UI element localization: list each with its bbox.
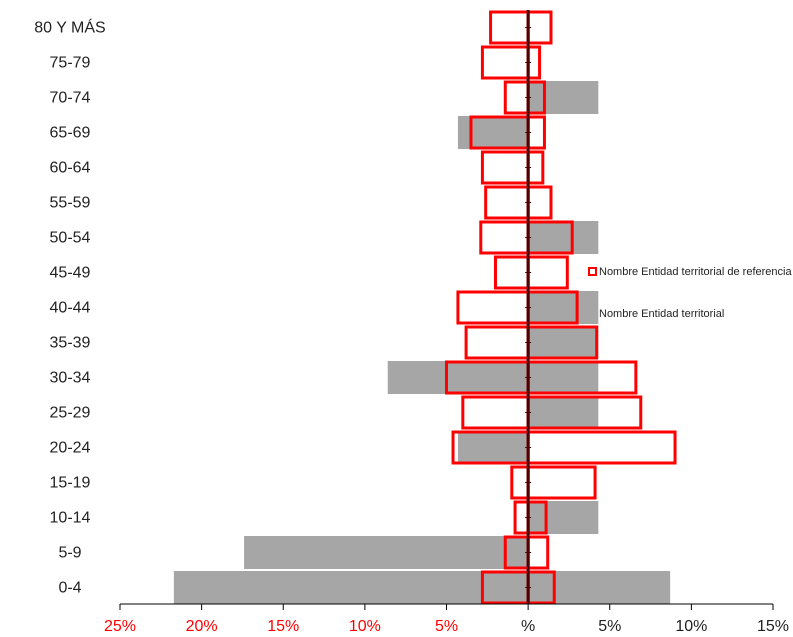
x-tick-label-2: 15% [267, 618, 299, 635]
outline-bar-left-25-29 [461, 395, 530, 430]
filled-bar-left-5-9 [244, 536, 529, 569]
x-tick-label-5: % [521, 618, 535, 635]
x-tick-label-1: 20% [186, 618, 218, 635]
y-label-0-4: 0-4 [58, 580, 81, 597]
filled-bar-right-40-44 [528, 291, 599, 324]
y-label-55-59: 55-59 [50, 195, 91, 212]
y-label-40-44: 40-44 [50, 300, 91, 317]
outline-bar-left-50-54 [479, 220, 530, 255]
filled-bar-right-30-34 [528, 361, 599, 394]
y-label-50-54: 50-54 [50, 230, 91, 247]
outline-bar-left-40-44 [456, 290, 530, 325]
filled-bar-right-25-29 [528, 396, 599, 429]
y-label-60-64: 60-64 [50, 160, 91, 177]
outline-bar-left-45-49 [493, 255, 530, 290]
outline-bar-left-75-79 [480, 45, 530, 80]
legend-label-territorial: Nombre Entidad territorial [599, 308, 724, 320]
y-label-25-29: 25-29 [50, 405, 91, 422]
x-tick-label-6: 5% [598, 618, 621, 635]
x-tick-label-4: 5% [435, 618, 458, 635]
outline-bar-right-55-59 [526, 185, 553, 220]
y-label-20-24: 20-24 [50, 440, 91, 457]
outline-bar-right-20-24 [526, 430, 677, 465]
y-label-80-y-m-s: 80 Y MÁS [34, 18, 105, 37]
filled-bar-right-35-39 [528, 326, 599, 359]
outline-bar-right-45-49 [526, 255, 569, 290]
filled-bar-left-30-34 [387, 361, 529, 394]
y-label-75-79: 75-79 [50, 55, 91, 72]
outline-bar-right-15-19 [526, 465, 597, 500]
filled-bar-left-20-24 [457, 431, 529, 464]
y-label-30-34: 30-34 [50, 370, 91, 387]
y-label-15-19: 15-19 [50, 475, 91, 492]
filled-bar-right-70-74 [528, 81, 599, 114]
outline-bar-left-55-59 [484, 185, 530, 220]
legend-label-reference: Nombre Entidad territorial de referencia [599, 266, 792, 278]
legend-marker-territorial [589, 310, 596, 317]
x-tick-label-0: 25% [104, 618, 136, 635]
y-label-70-74: 70-74 [50, 90, 91, 107]
y-label-35-39: 35-39 [50, 335, 91, 352]
filled-bar-right-0-4 [528, 571, 671, 604]
filled-bar-left-65-69 [457, 116, 529, 149]
outline-bar-left-80-y-m-s [489, 10, 530, 45]
outline-bar-left-70-74 [503, 80, 530, 115]
y-label-5-9: 5-9 [58, 545, 81, 562]
outline-bar-left-60-64 [480, 150, 530, 185]
legend: Nombre Entidad territorial de referencia… [588, 266, 792, 320]
outline-bar-left-35-39 [464, 325, 530, 360]
outline-bar-right-80-y-m-s [526, 10, 553, 45]
y-label-10-14: 10-14 [50, 510, 91, 527]
filled-bar-right-10-14 [528, 501, 599, 534]
y-label-45-49: 45-49 [50, 265, 91, 282]
x-tick-label-7: 10% [675, 618, 707, 635]
y-label-65-69: 65-69 [50, 125, 91, 142]
x-tick-label-3: 10% [349, 618, 381, 635]
filled-bar-right-50-54 [528, 221, 599, 254]
filled-bar-left-0-4 [173, 571, 529, 604]
x-tick-label-8: 15% [757, 618, 789, 635]
legend-marker-reference [588, 267, 597, 276]
